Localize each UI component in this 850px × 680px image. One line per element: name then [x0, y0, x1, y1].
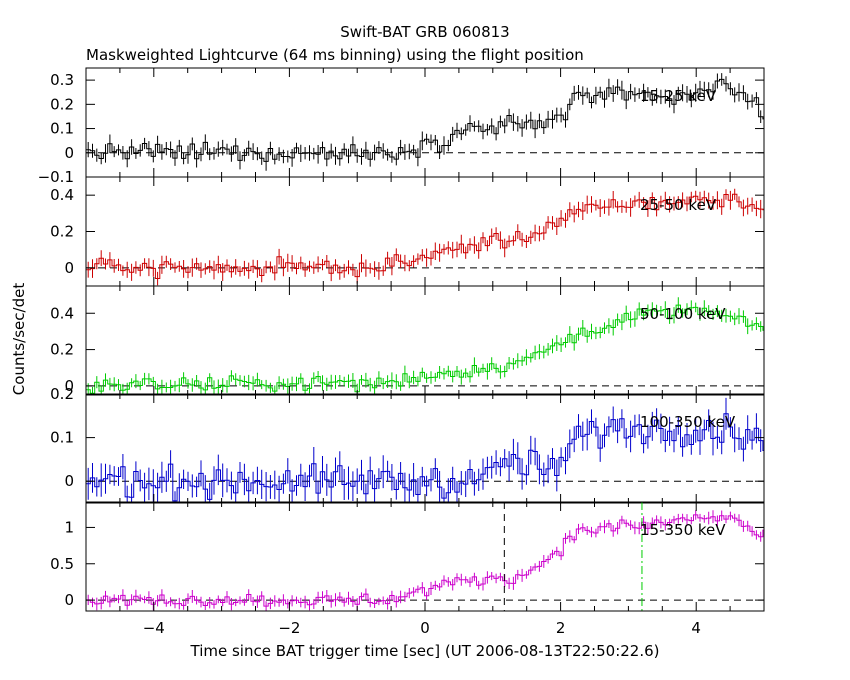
x-tick-label: −2	[278, 619, 300, 637]
y-tick-label: 0	[64, 259, 74, 277]
y-tick-label: 0.1	[50, 120, 74, 138]
band-label: 100-350 keV	[640, 413, 736, 431]
series-2	[86, 188, 764, 286]
y-tick-label: 0.4	[50, 304, 74, 322]
step-line	[86, 514, 764, 607]
y-tick-label: 0.2	[50, 385, 74, 403]
y-tick-label: 1	[64, 518, 74, 536]
x-tick-label: 0	[420, 619, 430, 637]
band-label: 25-50 keV	[640, 196, 717, 214]
panel-1: 15-25 keV −0.1 0 0.1 0.2 0.3	[38, 67, 765, 186]
series-4	[86, 397, 764, 503]
y-tick-label: 0.2	[50, 95, 74, 113]
y-tick-label: 0.4	[50, 186, 74, 204]
panel-4: 100-350 keV 0 0.1 0.2	[50, 385, 765, 504]
chart-title: Swift-BAT GRB 060813	[340, 23, 509, 41]
series-1	[86, 73, 764, 171]
step-line	[86, 78, 764, 162]
band-label: 50-100 keV	[640, 305, 726, 323]
band-label: 15-350 keV	[640, 521, 726, 539]
x-tick-label: −4	[143, 619, 165, 637]
y-tick-label: 0	[64, 144, 74, 162]
step-line	[86, 193, 764, 279]
x-tick-label: 2	[556, 619, 566, 637]
y-tick-label: 0.2	[50, 223, 74, 241]
x-tick-label: 4	[691, 619, 701, 637]
y-axis-label: Counts/sec/det	[10, 283, 28, 396]
y-tick-label: 0	[64, 472, 74, 490]
band-label: 15-25 keV	[640, 87, 717, 105]
panel-3: 50-100 keV 0 0.2 0.4	[50, 285, 765, 396]
chart-subtitle: Maskweighted Lightcurve (64 ms binning) …	[86, 46, 584, 64]
step-line	[86, 304, 764, 394]
y-tick-label: 0	[64, 377, 74, 395]
panels-group: 15-25 keV−0.100.10.20.325-50 keV00.20.45…	[38, 67, 765, 637]
panel-5: 15-350 keV 0 0.5 1	[50, 501, 765, 612]
series-3	[86, 297, 764, 395]
y-tick-label: −0.1	[38, 168, 74, 186]
y-tick-label: 0.2	[50, 341, 74, 359]
y-tick-label: 0.5	[50, 555, 74, 573]
panel-frame	[85, 285, 765, 396]
y-tick-label: 0.3	[50, 71, 74, 89]
x-axis-label: Time since BAT trigger time [sec] (UT 20…	[190, 642, 660, 660]
panel-2: 25-50 keV 0 0.2 0.4	[50, 176, 765, 287]
y-tick-label: 0.1	[50, 429, 74, 447]
y-tick-label: 0	[64, 591, 74, 609]
step-line	[86, 413, 764, 502]
